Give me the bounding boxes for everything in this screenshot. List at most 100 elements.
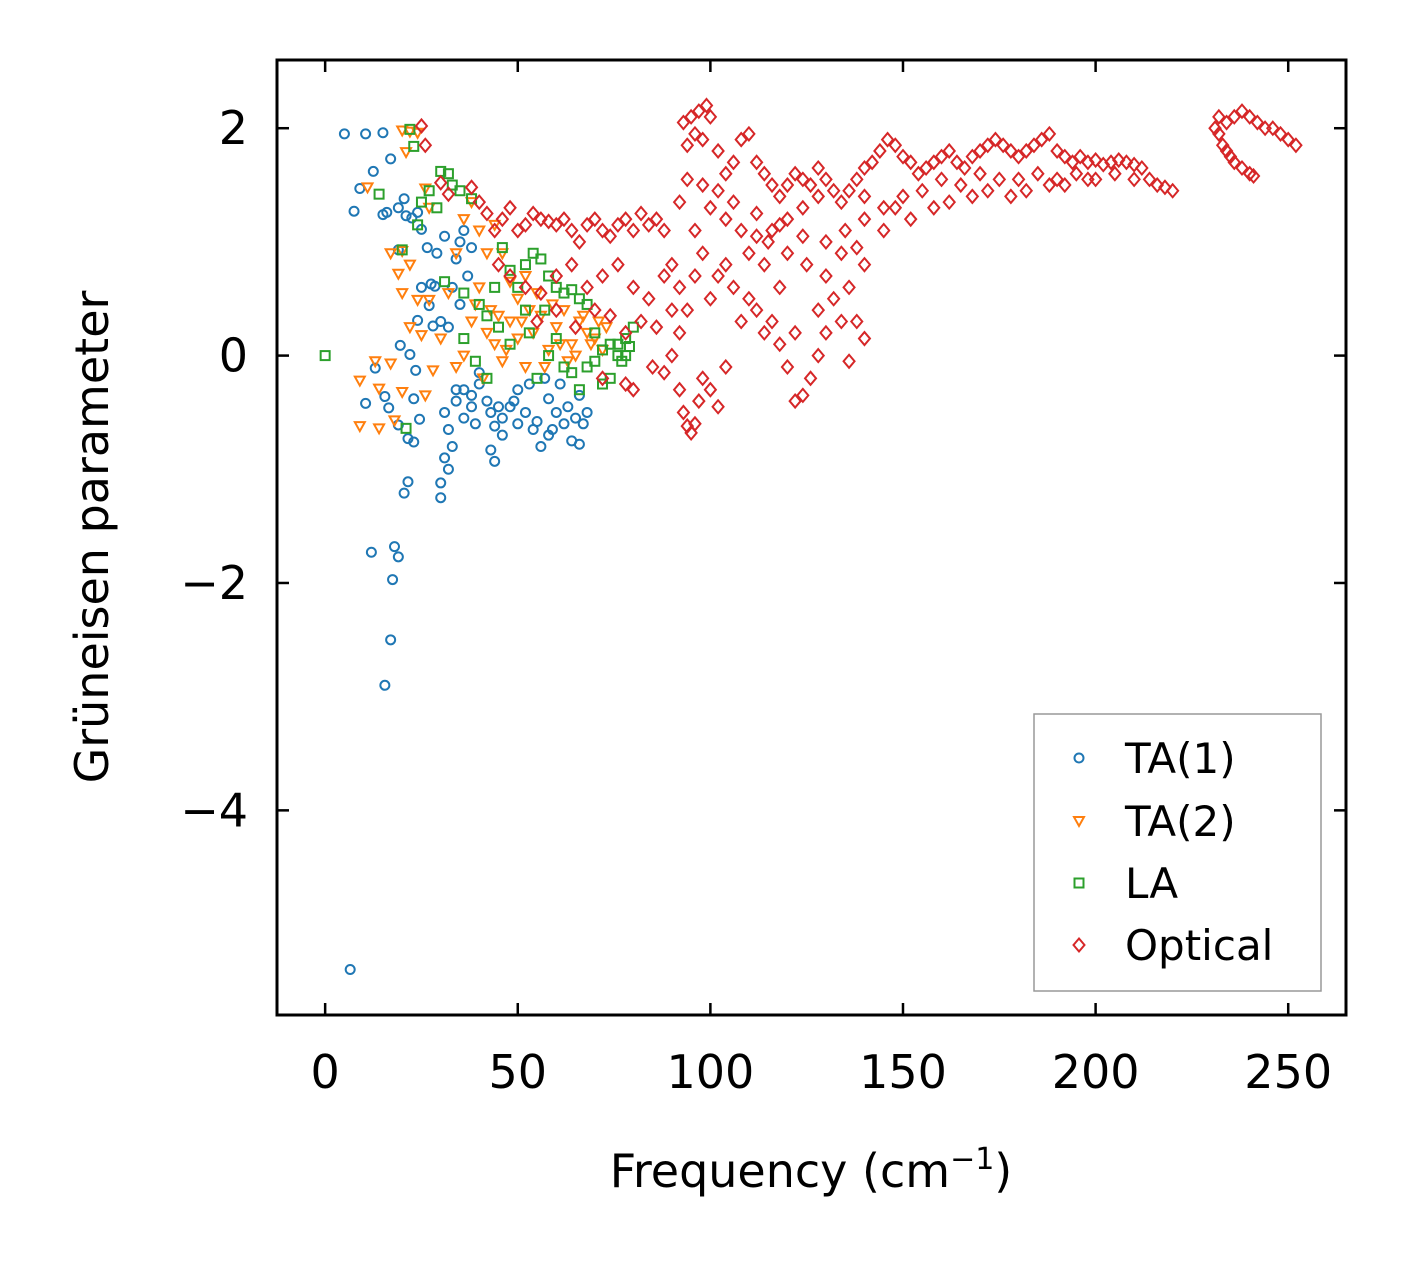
data-point bbox=[672, 324, 687, 341]
data-point bbox=[780, 211, 795, 228]
data-point bbox=[1042, 125, 1057, 142]
data-point bbox=[672, 194, 687, 211]
data-point bbox=[1135, 159, 1149, 177]
data-point bbox=[404, 348, 416, 360]
plot-frame bbox=[275, 58, 1348, 1017]
data-point bbox=[360, 128, 372, 140]
x-tick-label: 0 bbox=[311, 1045, 340, 1099]
data-point bbox=[387, 415, 402, 428]
data-point bbox=[1096, 156, 1111, 173]
data-point bbox=[595, 370, 610, 387]
data-point bbox=[392, 551, 404, 563]
data-point bbox=[412, 314, 424, 326]
data-point bbox=[965, 148, 980, 165]
data-point bbox=[672, 279, 687, 296]
data-point bbox=[549, 302, 564, 319]
data-point bbox=[394, 339, 406, 351]
data-point bbox=[418, 390, 433, 403]
data-point bbox=[385, 634, 397, 646]
data-point bbox=[481, 310, 493, 322]
data-point bbox=[508, 395, 520, 407]
data-point bbox=[896, 188, 910, 205]
data-point bbox=[1073, 148, 1088, 165]
x-tick-labels: 0 50 100 150 200 250 bbox=[311, 1045, 1333, 1099]
data-point bbox=[1219, 114, 1234, 131]
data-point bbox=[761, 233, 775, 250]
data-point bbox=[446, 441, 458, 453]
data-point bbox=[543, 270, 555, 282]
data-point bbox=[566, 284, 578, 296]
data-point bbox=[588, 333, 602, 346]
data-point bbox=[439, 406, 451, 418]
data-point bbox=[1069, 165, 1084, 182]
data-point bbox=[1158, 179, 1172, 196]
data-point bbox=[680, 302, 695, 319]
data-point bbox=[749, 154, 764, 171]
data-point bbox=[1104, 154, 1118, 171]
data-point bbox=[826, 182, 841, 199]
data-point bbox=[418, 137, 433, 154]
data-point bbox=[489, 420, 501, 432]
data-point bbox=[765, 222, 779, 239]
data-point bbox=[365, 546, 377, 558]
data-point bbox=[742, 125, 756, 142]
data-point bbox=[422, 294, 436, 307]
data-point bbox=[399, 147, 413, 160]
legend-label-ta1: TA(1) bbox=[1124, 734, 1236, 783]
data-point bbox=[623, 341, 635, 352]
data-point bbox=[392, 202, 404, 214]
data-point bbox=[849, 171, 864, 188]
legend-marker bbox=[1072, 936, 1086, 954]
data-point bbox=[591, 316, 606, 329]
data-point bbox=[410, 294, 425, 307]
data-point bbox=[408, 393, 420, 405]
data-point bbox=[568, 319, 583, 336]
x-tick-label: 150 bbox=[859, 1045, 947, 1099]
data-point bbox=[896, 148, 910, 165]
data-point bbox=[796, 228, 810, 245]
data-point bbox=[439, 230, 451, 242]
data-point bbox=[911, 165, 926, 182]
data-point bbox=[726, 194, 741, 211]
data-point bbox=[915, 182, 930, 199]
data-point bbox=[480, 205, 494, 222]
data-point bbox=[403, 322, 417, 335]
data-point bbox=[695, 131, 710, 148]
data-point bbox=[865, 154, 879, 171]
data-point bbox=[627, 321, 639, 333]
data-point bbox=[734, 131, 749, 148]
data-point bbox=[353, 421, 367, 434]
data-point bbox=[549, 322, 563, 335]
data-point bbox=[387, 574, 399, 586]
data-point bbox=[788, 165, 802, 182]
data-point bbox=[711, 182, 725, 199]
data-point bbox=[523, 327, 535, 339]
data-point bbox=[888, 199, 903, 216]
data-point bbox=[527, 247, 539, 259]
data-point bbox=[423, 185, 435, 197]
data-point bbox=[573, 438, 585, 450]
data-point bbox=[604, 338, 616, 350]
data-point bbox=[564, 339, 579, 352]
data-point bbox=[550, 406, 562, 418]
data-point bbox=[876, 222, 891, 239]
data-point bbox=[880, 131, 895, 148]
data-point bbox=[580, 216, 594, 233]
data-point bbox=[523, 378, 535, 390]
data-point bbox=[403, 126, 417, 139]
data-point bbox=[489, 281, 501, 293]
data-point bbox=[1142, 171, 1157, 188]
data-point bbox=[372, 383, 386, 396]
data-point bbox=[834, 194, 849, 211]
data-point bbox=[557, 211, 571, 228]
data-point bbox=[657, 222, 671, 239]
data-point bbox=[1088, 151, 1103, 169]
data-point bbox=[383, 402, 395, 414]
data-point bbox=[496, 242, 508, 254]
data-point bbox=[645, 358, 660, 376]
data-point bbox=[626, 279, 641, 296]
data-point bbox=[595, 222, 610, 239]
data-point bbox=[503, 199, 517, 216]
data-point bbox=[1057, 177, 1072, 194]
data-point bbox=[418, 183, 433, 196]
